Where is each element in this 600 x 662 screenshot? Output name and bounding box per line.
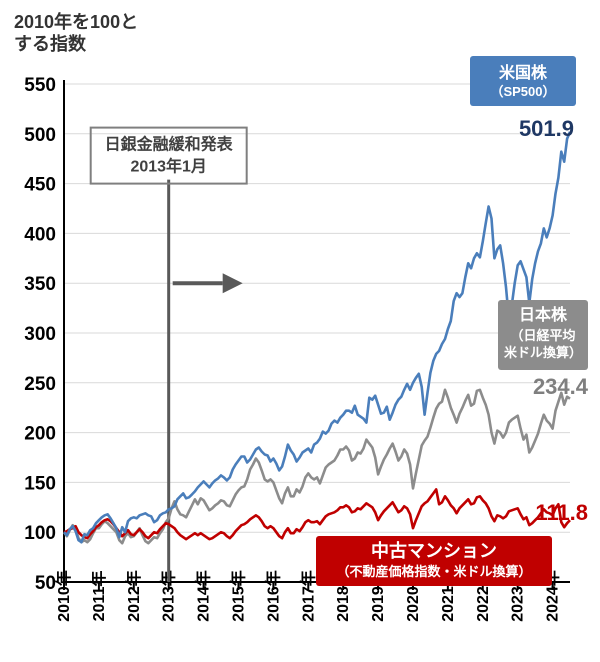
y-tick-label: 50: [35, 573, 56, 594]
end-value-sp500: 501.9: [519, 116, 574, 141]
annotation-text: 日銀金融緩和発表: [105, 135, 234, 154]
svg-text:（不動産価格指数・米ドル換算）: （不動産価格指数・米ドル換算）: [336, 564, 531, 579]
y-tick-label: 300: [24, 324, 56, 345]
svg-text:（日経平均: （日経平均: [510, 328, 575, 343]
x-tick-label: 2016年: [263, 570, 282, 622]
y-tick-label: 250: [24, 374, 56, 395]
x-tick-label: 2017年: [298, 570, 317, 622]
svg-text:米国株: 米国株: [499, 63, 548, 82]
line-chart: 50 100 150 200 250 300 350 400 450 500 550 2010年を10…: [0, 0, 600, 662]
annotation-text: 2013年1月: [130, 157, 207, 176]
svg-text:日本株: 日本株: [519, 305, 568, 324]
y-tick-label: 550: [24, 75, 56, 96]
end-value-nikkei: 234.4: [533, 374, 589, 399]
svg-text:中古マンション: 中古マンション: [371, 540, 497, 561]
y-tick-label: 500: [24, 125, 56, 146]
svg-text:米ドル換算）: 米ドル換算）: [504, 345, 582, 360]
end-value-condo: 111.8: [535, 500, 588, 525]
y-axis-title: する指数: [14, 33, 87, 54]
y-tick-label: 350: [24, 274, 56, 295]
y-tick-label: 200: [24, 424, 56, 445]
y-tick-label: 450: [24, 175, 56, 196]
y-axis-title: 2010年を100と: [14, 11, 138, 32]
y-tick-label: 150: [24, 473, 56, 494]
y-tick-label: 400: [24, 224, 56, 245]
y-tick-label: 100: [24, 523, 56, 544]
svg-text:（SP500）: （SP500）: [490, 84, 555, 99]
x-tick-label: 2015年: [228, 570, 247, 622]
chart-svg: 50 100 150 200 250 300 350 400 450 500 550 2010年を10…: [0, 0, 600, 662]
x-tick-label: 2012年: [124, 570, 143, 622]
x-tick-label: 2014年: [194, 570, 213, 622]
x-tick-label: 2011年: [89, 571, 108, 622]
